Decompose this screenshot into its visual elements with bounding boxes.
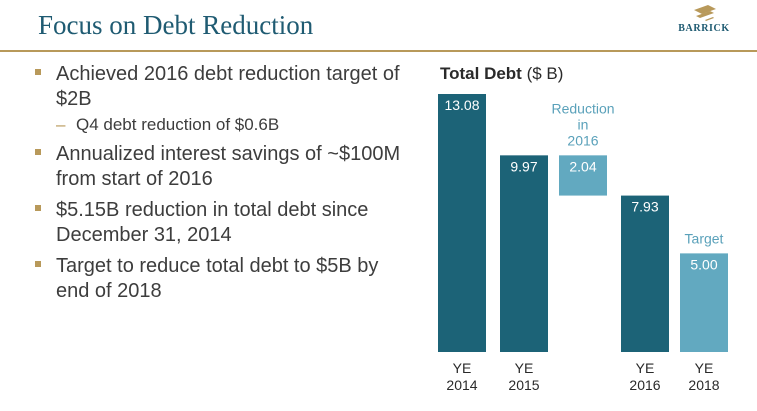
bullet-item: Achieved 2016 debt reduction target of $… (34, 62, 414, 136)
bullet-item: Target to reduce total debt to $5B by en… (34, 254, 414, 304)
bullet-marker (35, 205, 41, 211)
bar-ye-2018 (680, 253, 728, 352)
x-tick-label: YE (515, 360, 534, 376)
bullet-text: Target to reduce total debt to $5B by en… (56, 255, 379, 302)
bullet-text: Achieved 2016 debt reduction target of $… (56, 63, 400, 110)
x-tick-label: YE (453, 360, 472, 376)
bar-value-label: 7.93 (631, 199, 658, 215)
bullet-item: Annualized interest savings of ~$100M fr… (34, 142, 414, 192)
bar-ye-2014 (438, 94, 486, 352)
bullet-marker (35, 69, 41, 75)
bar-reduction (559, 155, 607, 196)
chart-title-main: Total Debt (440, 64, 522, 83)
x-tick-label: YE (695, 360, 714, 376)
bullet-text: Annualized interest savings of ~$100M fr… (56, 143, 401, 190)
logo-mark-icon (694, 5, 716, 21)
x-tick-label: 2018 (688, 377, 719, 393)
bar-annotation: Reduction (551, 100, 614, 116)
bar-ye-2015 (500, 155, 548, 352)
title-divider (0, 50, 757, 52)
sub-bullet-item: – Q4 debt reduction of $0.6B (56, 114, 414, 136)
sub-bullet-text: Q4 debt reduction of $0.6B (76, 115, 280, 134)
bar-value-label: 2.04 (569, 158, 596, 174)
bullet-list: Achieved 2016 debt reduction target of $… (34, 62, 414, 310)
bullet-item: $5.15B reduction in total debt since Dec… (34, 198, 414, 248)
page-title: Focus on Debt Reduction (38, 10, 314, 40)
bar-value-label: 9.97 (510, 158, 537, 174)
bar-annotation: Target (685, 230, 724, 246)
bar-value-label: 5.00 (690, 256, 717, 272)
bullet-text: $5.15B reduction in total debt since Dec… (56, 199, 369, 246)
bar-ye-2016 (621, 195, 669, 352)
x-tick-label: 2015 (508, 377, 539, 393)
x-tick-label: YE (636, 360, 655, 376)
bullet-marker (35, 149, 41, 155)
chart-title: Total Debt ($ B) (440, 64, 563, 84)
chart-title-unit: ($ B) (526, 64, 564, 83)
logo-text: BARRICK (678, 23, 730, 34)
bar-annotation: 2016 (567, 132, 598, 148)
x-tick-label: 2014 (446, 377, 477, 393)
x-tick-label: 2016 (629, 377, 660, 393)
bar-value-label: 13.08 (444, 97, 479, 113)
bar-annotation: in (578, 116, 589, 132)
barrick-logo: BARRICK (664, 3, 744, 45)
dash-marker: – (56, 115, 66, 134)
bullet-marker (35, 261, 41, 267)
